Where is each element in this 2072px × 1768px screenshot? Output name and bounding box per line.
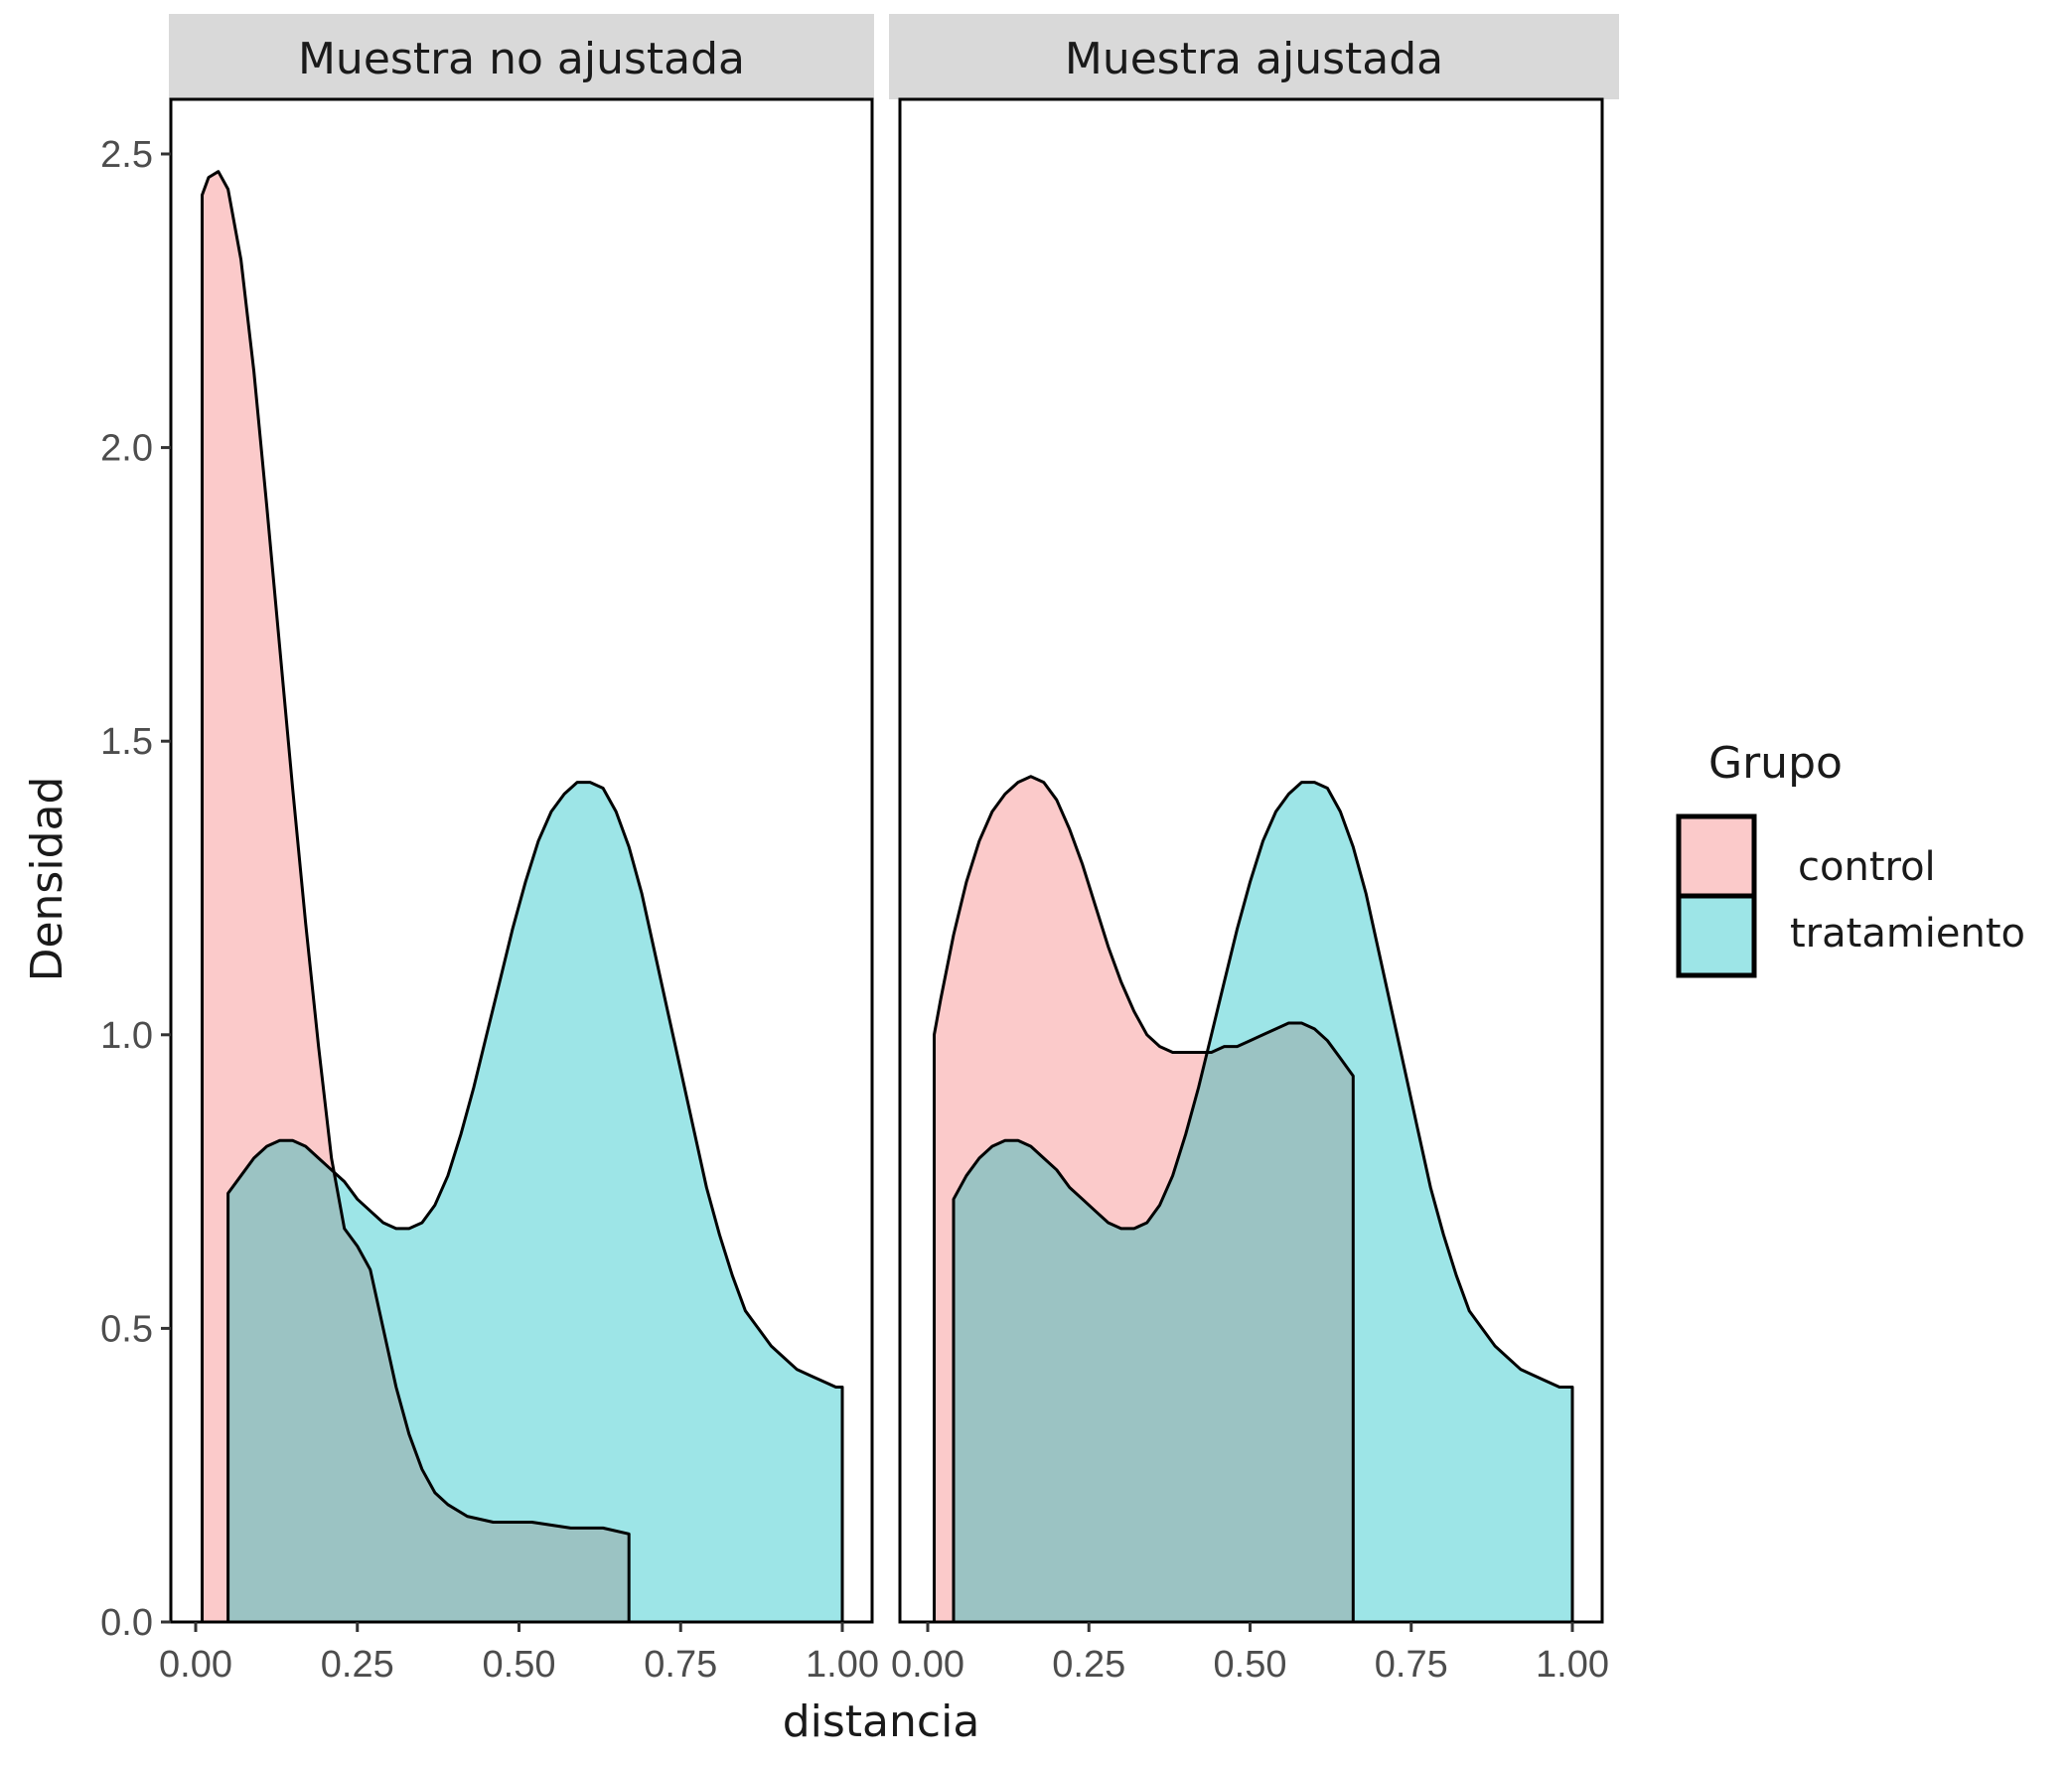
y-axis-title: Densidad bbox=[22, 777, 73, 982]
axes-layer: 0.00 0.25 0.50 0.75 1.00 0.00 0.25 0.50 0.75 1.00… bbox=[100, 134, 1609, 1686]
panel-2: Muestra ajustada bbox=[889, 14, 1619, 1624]
y-tick-label: 1.5 bbox=[100, 721, 153, 763]
y-tick-label: 0.5 bbox=[100, 1308, 153, 1350]
legend-title: Grupo bbox=[1708, 738, 1843, 789]
x-axis-title: distancia bbox=[783, 1696, 980, 1747]
density-outline-tratamiento bbox=[226, 781, 844, 1622]
x-tick-label: 0.50 bbox=[483, 1644, 556, 1686]
x-tick-label: 1.00 bbox=[1536, 1644, 1609, 1686]
legend-label-tratamiento: tratamiento bbox=[1790, 911, 2025, 957]
panel-strip bbox=[889, 14, 1619, 99]
panel-title: Muestra ajustada bbox=[1065, 34, 1443, 84]
panel-1: Muestra no ajustada bbox=[169, 14, 874, 1624]
x-tick-label: 0.25 bbox=[321, 1644, 394, 1686]
panel-strip bbox=[169, 14, 874, 99]
panels-layer: Muestra no ajustada Muestra ajustada bbox=[169, 14, 1619, 1624]
y-tick-label: 2.0 bbox=[100, 428, 153, 470]
x-tick-label: 0.75 bbox=[1375, 1644, 1448, 1686]
panel-border bbox=[169, 97, 874, 1624]
y-tick-label: 0.0 bbox=[100, 1602, 153, 1644]
x-tick-label: 0.00 bbox=[891, 1644, 964, 1686]
legend-label-control: control bbox=[1798, 844, 1936, 890]
x-tick-label: 0.00 bbox=[159, 1644, 232, 1686]
legend-key-tratamiento bbox=[1676, 893, 1757, 978]
x-tick-label: 0.50 bbox=[1214, 1644, 1287, 1686]
y-tick-label: 2.5 bbox=[100, 134, 153, 176]
panel-title: Muestra no ajustada bbox=[298, 34, 745, 84]
density-outline-control bbox=[933, 775, 1355, 1622]
density-overlap bbox=[954, 782, 1354, 1622]
legend-key-control bbox=[1676, 813, 1757, 899]
density-outline-control bbox=[201, 170, 631, 1622]
x-tick-label: 0.25 bbox=[1052, 1644, 1125, 1686]
y-tick-label: 1.0 bbox=[100, 1015, 153, 1057]
density-outline-tratamiento bbox=[952, 781, 1574, 1622]
x-tick-label: 1.00 bbox=[806, 1644, 879, 1686]
legend: Grupo control tratamiento bbox=[1676, 738, 2025, 978]
x-tick-label: 0.75 bbox=[644, 1644, 717, 1686]
